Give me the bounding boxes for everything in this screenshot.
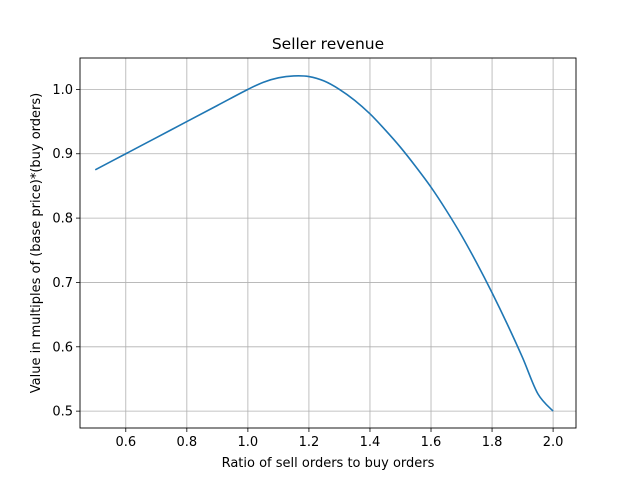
x-tick-label: 1.6 xyxy=(421,435,442,450)
x-axis-label: Ratio of sell orders to buy orders xyxy=(222,456,435,471)
y-tick-label: 0.7 xyxy=(52,276,73,291)
x-tick-label: 2.0 xyxy=(543,435,564,450)
y-axis-label: Value in multiples of (base price)*(buy … xyxy=(29,93,44,394)
x-tick-label: 1.8 xyxy=(482,435,503,450)
chart-title: Seller revenue xyxy=(272,35,384,53)
plot-frame xyxy=(79,57,577,429)
x-tick-label: 0.6 xyxy=(115,435,136,450)
y-tick-label: 0.5 xyxy=(52,405,73,420)
y-tick-label: 0.8 xyxy=(52,212,73,227)
x-tick-label: 1.4 xyxy=(360,435,381,450)
plot-background xyxy=(80,58,576,428)
x-ticks: 0.6 0.8 1.0 1.2 1.4 1.6 1.8 2.0 xyxy=(115,428,563,450)
x-tick-label: 1.0 xyxy=(238,435,259,450)
x-tick-label: 1.2 xyxy=(299,435,320,450)
y-tick-label: 1.0 xyxy=(52,83,73,98)
grid xyxy=(80,58,576,428)
y-tick-label: 0.6 xyxy=(52,340,73,355)
y-tick-label: 0.9 xyxy=(52,147,73,162)
series-line xyxy=(94,74,554,412)
y-ticks: 0.5 0.6 0.7 0.8 0.9 1.0 xyxy=(52,83,80,420)
x-tick-label: 0.8 xyxy=(176,435,197,450)
